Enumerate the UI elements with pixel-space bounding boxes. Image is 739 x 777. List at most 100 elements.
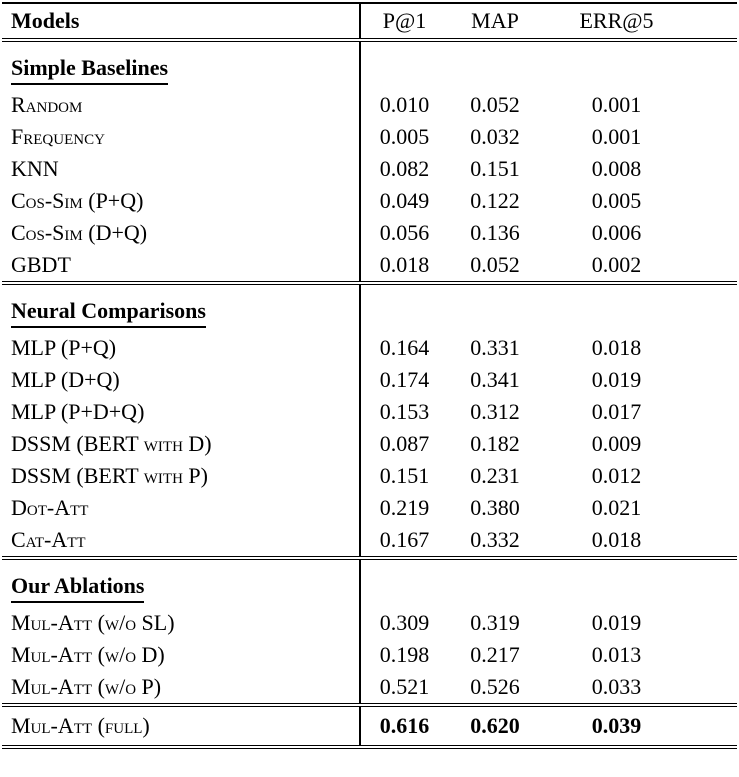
model-name: DSSM (BERT with P) xyxy=(2,460,361,492)
table-row: KNN 0.082 0.151 0.008 xyxy=(2,153,737,185)
model-name: Cat-Att xyxy=(2,524,361,558)
table-row: Mul-Att (w/o D) 0.198 0.217 0.013 xyxy=(2,639,737,671)
metric-map: 0.052 xyxy=(470,252,520,277)
table-row-final: Mul-Att (full) 0.616 0.620 0.039 xyxy=(2,705,737,747)
metric-map: 0.231 xyxy=(470,463,520,488)
table-row: Cos-Sim (D+Q) 0.056 0.136 0.006 xyxy=(2,217,737,249)
section-title: Our Ablations xyxy=(11,573,145,603)
table-row: Cos-Sim (P+Q) 0.049 0.122 0.005 xyxy=(2,185,737,217)
metric-p1: 0.198 xyxy=(379,642,430,667)
table-row: Random 0.010 0.052 0.001 xyxy=(2,89,737,121)
metric-err5: 0.039 xyxy=(591,713,642,738)
column-header-err5: ERR@5 xyxy=(579,8,654,33)
table-row: Mul-Att (w/o SL) 0.309 0.319 0.019 xyxy=(2,607,737,639)
metric-p1: 0.174 xyxy=(379,367,430,392)
final-row-section: Mul-Att (full) 0.616 0.620 0.039 xyxy=(2,705,737,747)
metric-p1: 0.151 xyxy=(379,463,430,488)
metric-err5: 0.006 xyxy=(591,220,642,245)
metric-p1: 0.521 xyxy=(379,674,430,699)
metric-map: 0.312 xyxy=(470,399,520,424)
metric-map: 0.136 xyxy=(470,220,520,245)
metric-p1: 0.005 xyxy=(379,124,430,149)
metric-err5: 0.008 xyxy=(591,156,642,181)
model-name: Dot-Att xyxy=(2,492,361,524)
table-row: DSSM (BERT with P) 0.151 0.231 0.012 xyxy=(2,460,737,492)
results-table: Models P@1 MAP ERR@5 Simple Baselines Ra… xyxy=(2,2,737,749)
metric-map: 0.332 xyxy=(470,527,520,552)
model-name: Cos-Sim (D+Q) xyxy=(2,217,361,249)
table-row: Dot-Att 0.219 0.380 0.021 xyxy=(2,492,737,524)
metric-err5: 0.033 xyxy=(591,674,642,699)
header-row: Models P@1 MAP ERR@5 xyxy=(2,3,737,40)
model-name: Frequency xyxy=(2,121,361,153)
metric-p1: 0.087 xyxy=(379,431,430,456)
column-header-map: MAP xyxy=(471,8,519,33)
metric-map: 0.217 xyxy=(470,642,520,667)
metric-p1: 0.018 xyxy=(379,252,430,277)
table-row: MLP (P+D+Q) 0.153 0.312 0.017 xyxy=(2,396,737,428)
metric-err5: 0.002 xyxy=(591,252,642,277)
section-simple-baselines: Simple Baselines Random 0.010 0.052 0.00… xyxy=(2,40,737,283)
metric-map: 0.319 xyxy=(470,610,520,635)
metric-err5: 0.019 xyxy=(591,367,642,392)
model-name: Cos-Sim (P+Q) xyxy=(2,185,361,217)
model-name: Mul-Att (w/o P) xyxy=(2,671,361,705)
section-title-row: Our Ablations xyxy=(2,558,737,607)
table-row: Frequency 0.005 0.032 0.001 xyxy=(2,121,737,153)
section-neural-comparisons: Neural Comparisons MLP (P+Q) 0.164 0.331… xyxy=(2,283,737,558)
metric-map: 0.122 xyxy=(470,188,520,213)
metric-p1: 0.167 xyxy=(379,527,430,552)
metric-err5: 0.021 xyxy=(591,495,642,520)
metric-err5: 0.019 xyxy=(591,610,642,635)
table-header: Models P@1 MAP ERR@5 xyxy=(2,3,737,40)
metric-err5: 0.018 xyxy=(591,527,642,552)
paper-table-page: Models P@1 MAP ERR@5 Simple Baselines Ra… xyxy=(2,2,737,749)
section-our-ablations: Our Ablations Mul-Att (w/o SL) 0.309 0.3… xyxy=(2,558,737,705)
metric-map: 0.341 xyxy=(470,367,520,392)
metric-err5: 0.005 xyxy=(591,188,642,213)
metric-p1: 0.010 xyxy=(379,92,430,117)
metric-p1: 0.219 xyxy=(379,495,430,520)
column-header-models: Models xyxy=(2,3,361,40)
model-name: Random xyxy=(2,89,361,121)
metric-err5: 0.009 xyxy=(591,431,642,456)
table-row: DSSM (BERT with D) 0.087 0.182 0.009 xyxy=(2,428,737,460)
metric-err5: 0.013 xyxy=(591,642,642,667)
model-name: MLP (D+Q) xyxy=(2,364,361,396)
metric-map: 0.331 xyxy=(470,335,520,360)
table-row: GBDT 0.018 0.052 0.002 xyxy=(2,249,737,283)
metric-map: 0.380 xyxy=(470,495,520,520)
model-name: GBDT xyxy=(2,249,361,283)
model-name: DSSM (BERT with D) xyxy=(2,428,361,460)
metric-err5: 0.012 xyxy=(591,463,642,488)
section-title-row: Simple Baselines xyxy=(2,40,737,89)
metric-p1: 0.056 xyxy=(379,220,430,245)
model-name: Mul-Att (w/o SL) xyxy=(2,607,361,639)
model-name: Mul-Att (full) xyxy=(2,705,361,747)
metric-map: 0.526 xyxy=(470,674,520,699)
metric-p1: 0.082 xyxy=(379,156,430,181)
table-row: Mul-Att (w/o P) 0.521 0.526 0.033 xyxy=(2,671,737,705)
table-row: MLP (D+Q) 0.174 0.341 0.019 xyxy=(2,364,737,396)
metric-map: 0.032 xyxy=(470,124,520,149)
metric-err5: 0.018 xyxy=(591,335,642,360)
metric-err5: 0.001 xyxy=(591,92,642,117)
model-name: KNN xyxy=(2,153,361,185)
table-row: MLP (P+Q) 0.164 0.331 0.018 xyxy=(2,332,737,364)
model-name: Mul-Att (w/o D) xyxy=(2,639,361,671)
table-row: Cat-Att 0.167 0.332 0.018 xyxy=(2,524,737,558)
section-title: Simple Baselines xyxy=(11,55,169,85)
metric-p1: 0.616 xyxy=(379,713,430,738)
metric-err5: 0.017 xyxy=(591,399,642,424)
metric-p1: 0.153 xyxy=(379,399,430,424)
metric-err5: 0.001 xyxy=(591,124,642,149)
metric-map: 0.052 xyxy=(470,92,520,117)
column-header-p1: P@1 xyxy=(382,8,427,33)
section-title-row: Neural Comparisons xyxy=(2,283,737,332)
metric-map: 0.182 xyxy=(470,431,520,456)
model-name: MLP (P+Q) xyxy=(2,332,361,364)
section-title: Neural Comparisons xyxy=(11,298,206,328)
metric-p1: 0.049 xyxy=(379,188,430,213)
metric-p1: 0.309 xyxy=(379,610,430,635)
metric-p1: 0.164 xyxy=(379,335,430,360)
